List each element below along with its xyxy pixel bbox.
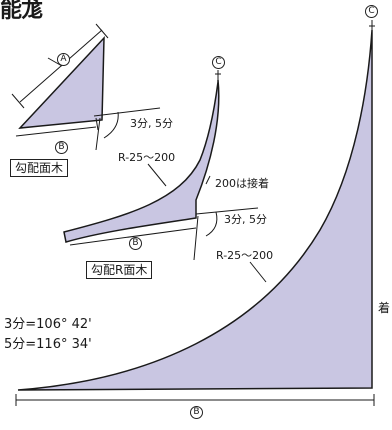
angle-label-mid: 3分, 5分 [224,213,267,226]
leader-radius-top [147,163,167,187]
dim-line-b-top [15,126,97,137]
angle-line-mid [195,207,259,215]
angle-tick-mid [193,215,199,261]
radius-label-mid: R-25〜200 [216,249,274,262]
label-a: A [57,53,70,66]
angle-5-note: 5分=116° 34' [4,337,92,352]
angle-line-top [93,107,161,117]
dim-line-b-top-ext [95,117,99,131]
label-b-bottom: B [190,406,203,419]
box-label-mid: 勾配R面木 [86,261,153,279]
radius-label-top: R-25〜200 [118,151,176,164]
label-b-top: B [55,141,68,154]
label-b-mid: B [129,237,142,250]
label-c-mid: C [212,56,225,69]
large-curve-piece [17,29,373,391]
note-200: 200は接着 [215,177,269,190]
angle-tick-top [95,117,101,151]
leader-200 [205,175,211,185]
angle-arc-top [103,111,119,139]
dim-line-a-ext2 [95,23,109,39]
box-label-top: 勾配面木 [10,159,69,177]
side-label: 着 [378,301,391,315]
leader-radius-mid [249,261,267,283]
dim-line-b-mid [69,227,197,246]
angle-arc-mid [205,211,218,237]
label-c-large: C [365,5,378,18]
top-triangle [18,36,105,129]
angle-3-note: 3分=106° 42' [4,317,92,332]
dim-line-a-ext1 [11,93,25,109]
angle-label-top: 3分, 5分 [130,117,173,130]
page-title: 能尨 [0,0,43,23]
